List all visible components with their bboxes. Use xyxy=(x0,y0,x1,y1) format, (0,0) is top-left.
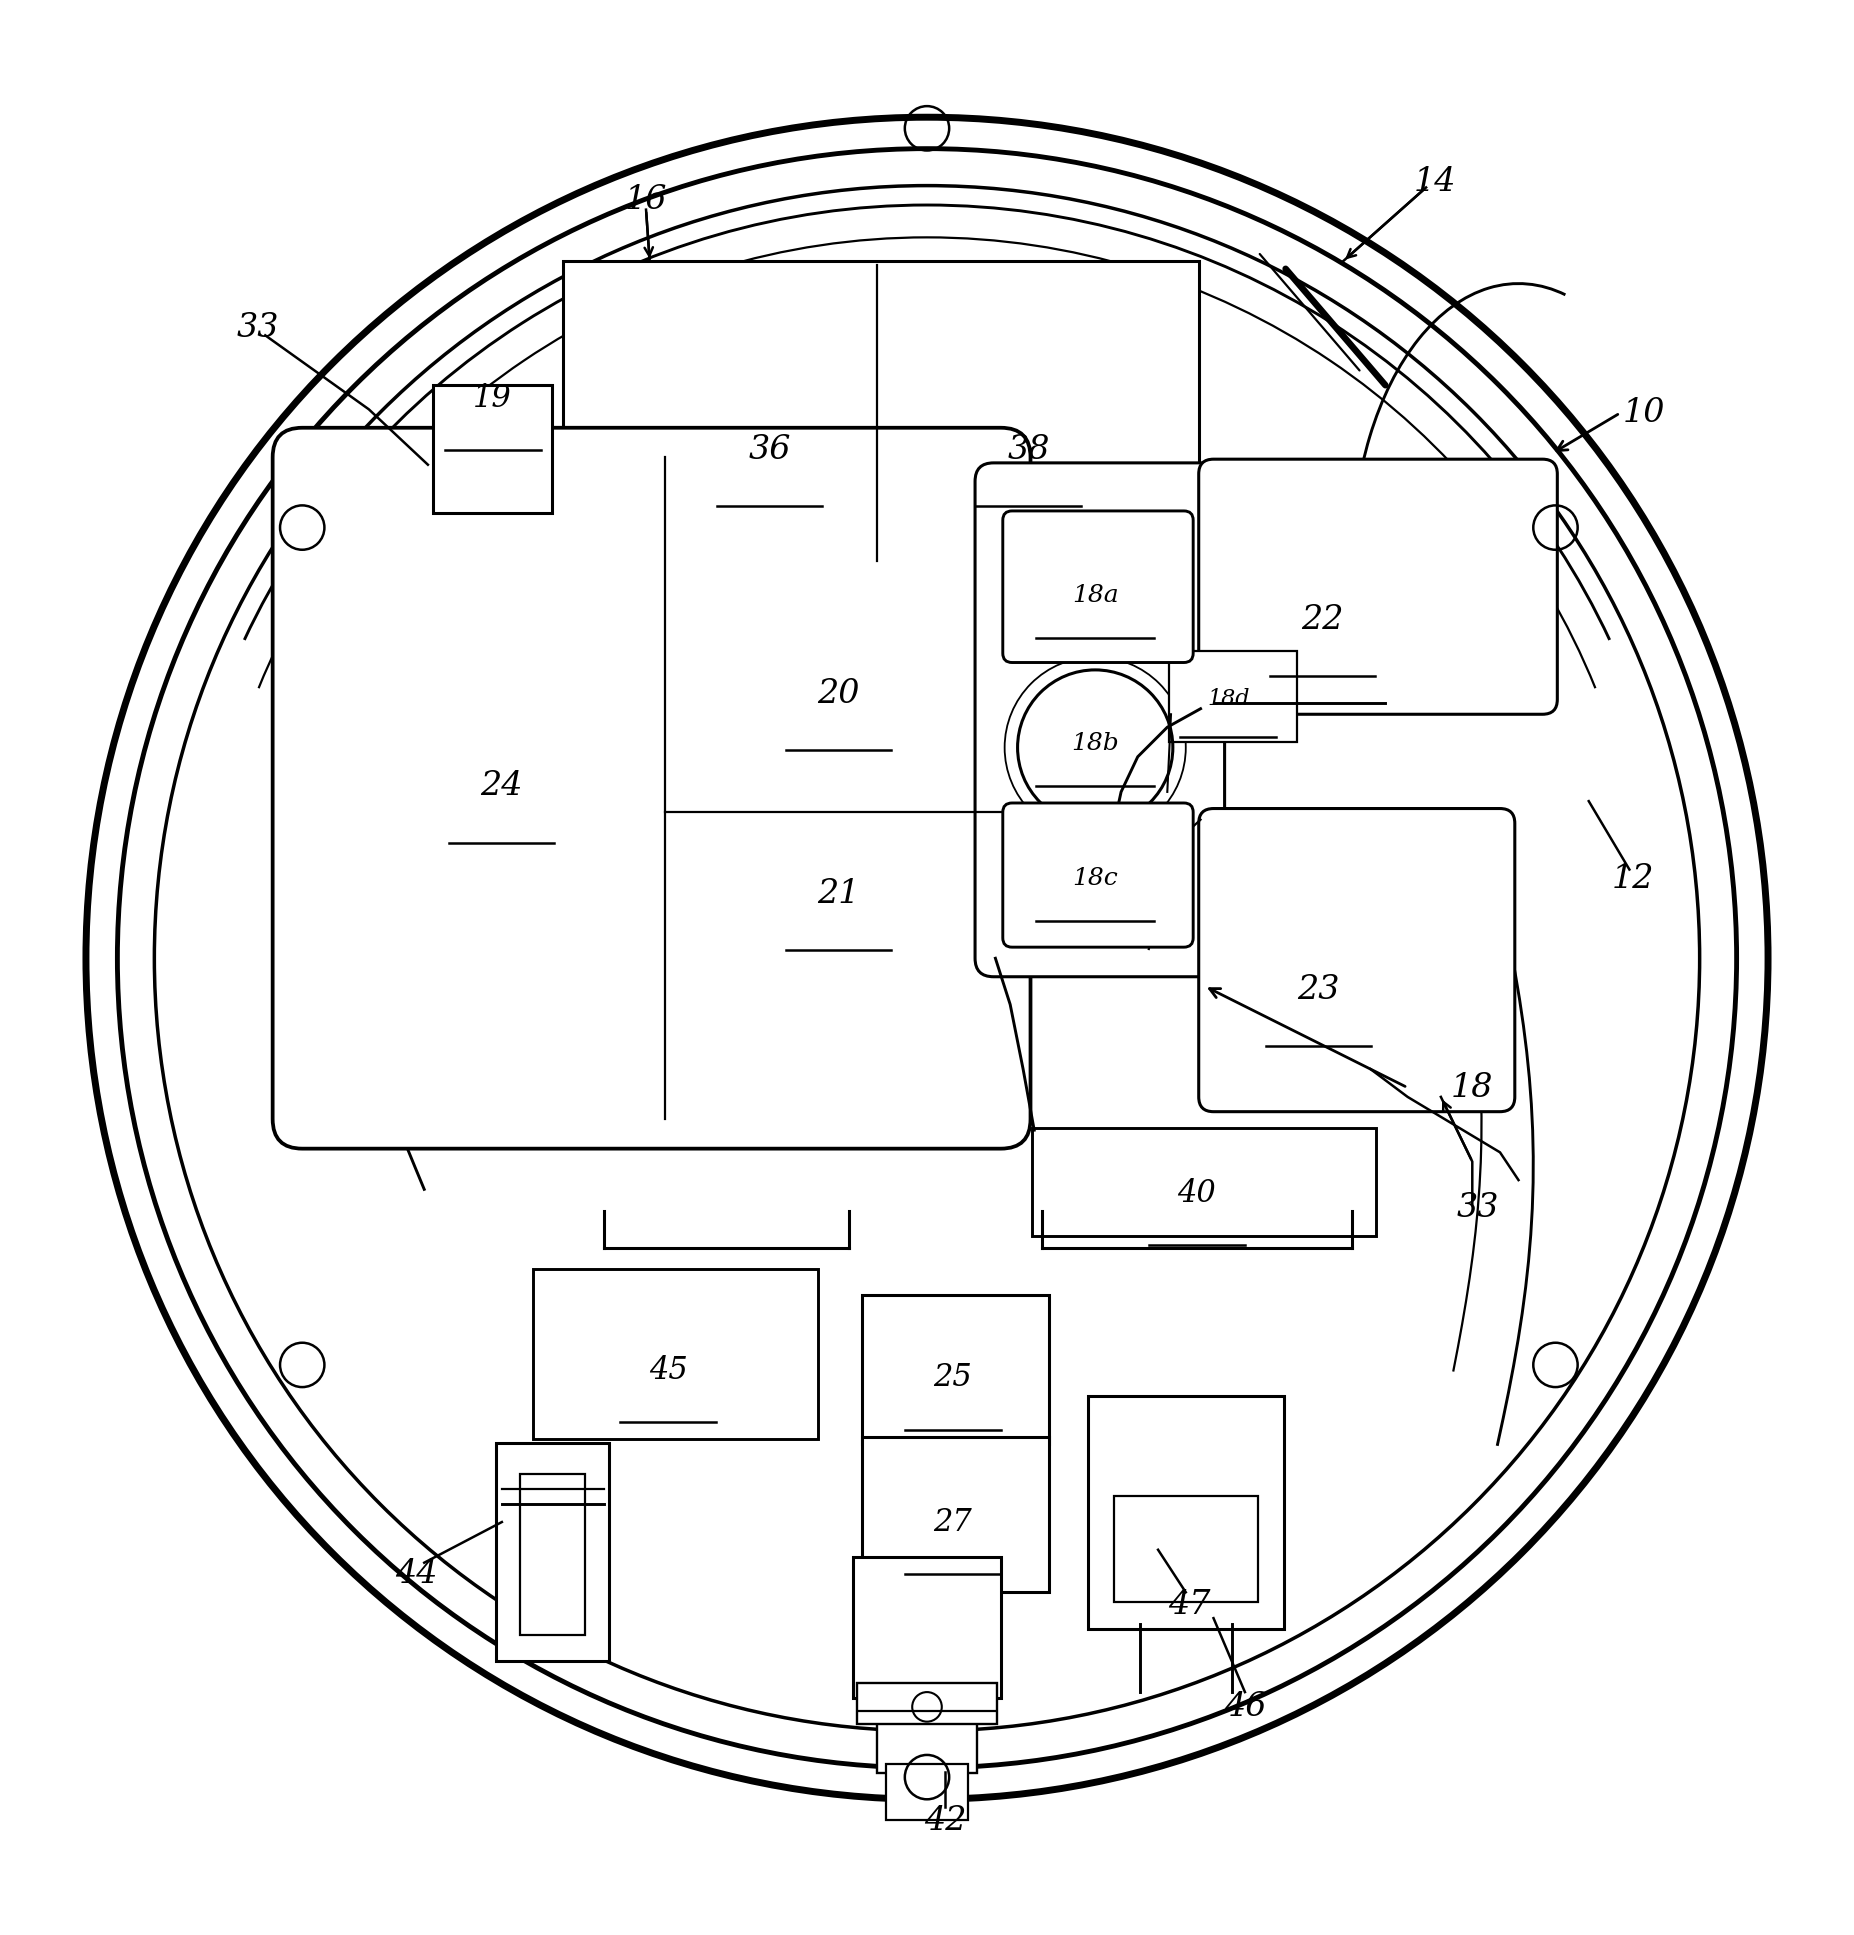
FancyBboxPatch shape xyxy=(434,385,552,513)
Text: 21: 21 xyxy=(818,878,860,909)
FancyBboxPatch shape xyxy=(1200,809,1515,1113)
Text: 38: 38 xyxy=(1007,433,1049,466)
FancyBboxPatch shape xyxy=(1003,511,1194,662)
Text: 18: 18 xyxy=(1452,1072,1494,1103)
Text: 45: 45 xyxy=(649,1354,688,1385)
Text: 19: 19 xyxy=(473,383,512,414)
FancyBboxPatch shape xyxy=(853,1558,1001,1697)
Text: 46: 46 xyxy=(1224,1691,1266,1722)
FancyBboxPatch shape xyxy=(886,1765,968,1819)
Text: 10: 10 xyxy=(1622,397,1665,430)
Text: 47: 47 xyxy=(1168,1589,1211,1622)
FancyBboxPatch shape xyxy=(975,462,1225,977)
Text: 20: 20 xyxy=(818,677,860,710)
FancyBboxPatch shape xyxy=(862,1438,1049,1593)
Text: 22: 22 xyxy=(1302,604,1344,637)
FancyBboxPatch shape xyxy=(564,261,1200,565)
FancyBboxPatch shape xyxy=(1088,1397,1283,1629)
Text: 16: 16 xyxy=(625,184,667,217)
Text: 18d: 18d xyxy=(1207,689,1250,710)
Text: 36: 36 xyxy=(749,433,792,466)
FancyBboxPatch shape xyxy=(1003,803,1194,946)
Text: 14: 14 xyxy=(1415,166,1457,197)
FancyBboxPatch shape xyxy=(862,1295,1049,1444)
Text: 23: 23 xyxy=(1298,973,1340,1006)
Text: 12: 12 xyxy=(1611,863,1654,894)
Text: 42: 42 xyxy=(925,1805,966,1838)
Text: 18a: 18a xyxy=(1072,584,1118,608)
Text: 33: 33 xyxy=(237,312,280,344)
Text: 18b: 18b xyxy=(1072,731,1120,755)
Text: 27: 27 xyxy=(934,1507,971,1538)
Text: 33: 33 xyxy=(1457,1192,1500,1223)
Text: 40: 40 xyxy=(1177,1178,1216,1209)
FancyBboxPatch shape xyxy=(1200,459,1557,714)
FancyBboxPatch shape xyxy=(497,1444,610,1660)
FancyBboxPatch shape xyxy=(273,428,1031,1149)
Text: 44: 44 xyxy=(395,1558,438,1591)
Circle shape xyxy=(154,186,1700,1732)
Text: 24: 24 xyxy=(480,770,523,803)
FancyBboxPatch shape xyxy=(534,1269,818,1440)
FancyBboxPatch shape xyxy=(521,1474,586,1635)
Text: 25: 25 xyxy=(934,1362,971,1393)
FancyBboxPatch shape xyxy=(857,1683,997,1724)
Text: 18c: 18c xyxy=(1072,867,1118,890)
FancyBboxPatch shape xyxy=(877,1714,977,1772)
FancyBboxPatch shape xyxy=(1170,652,1296,741)
FancyBboxPatch shape xyxy=(1033,1128,1376,1236)
FancyBboxPatch shape xyxy=(1114,1496,1257,1602)
